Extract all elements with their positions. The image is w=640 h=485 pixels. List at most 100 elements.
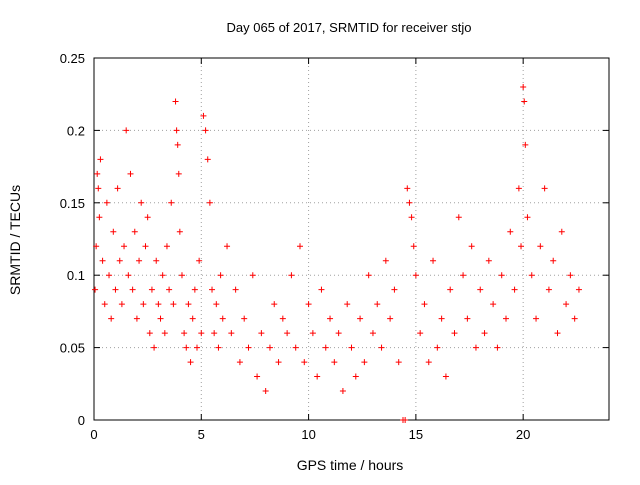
data-point — [155, 301, 162, 308]
data-point — [430, 257, 437, 264]
data-point — [404, 185, 411, 192]
data-point — [148, 286, 155, 293]
data-point — [406, 199, 413, 206]
data-point — [142, 243, 149, 250]
data-point — [172, 98, 179, 105]
data-point — [92, 286, 99, 293]
data-point — [163, 243, 170, 250]
data-point — [170, 301, 177, 308]
x-tick-label: 20 — [516, 427, 530, 442]
data-point — [133, 315, 140, 322]
x-tick-label: 5 — [198, 427, 205, 442]
data-point — [123, 127, 130, 134]
data-point — [434, 344, 441, 351]
data-point — [121, 243, 128, 250]
data-point — [507, 228, 514, 235]
data-point — [191, 286, 198, 293]
x-tick-label: 0 — [90, 427, 97, 442]
data-point — [511, 286, 518, 293]
data-point — [410, 243, 417, 250]
data-point — [490, 301, 497, 308]
data-point — [481, 330, 488, 337]
data-point — [161, 330, 168, 337]
data-point — [178, 272, 185, 279]
data-point — [528, 272, 535, 279]
y-tick-label: 0.05 — [60, 341, 85, 356]
data-point — [258, 330, 265, 337]
data-point — [168, 199, 175, 206]
data-point — [331, 359, 338, 366]
data-point — [357, 315, 364, 322]
data-point — [204, 156, 211, 163]
data-point — [236, 359, 243, 366]
data-point — [468, 243, 475, 250]
data-point — [96, 214, 103, 221]
data-point — [153, 257, 160, 264]
data-point — [518, 243, 525, 250]
data-point — [537, 243, 544, 250]
x-tick-label: 10 — [301, 427, 315, 442]
data-point — [451, 330, 458, 337]
data-point — [271, 301, 278, 308]
data-point — [211, 330, 218, 337]
data-point — [157, 315, 164, 322]
data-point — [93, 243, 100, 250]
data-point — [301, 359, 308, 366]
data-point — [275, 359, 282, 366]
data-point — [181, 330, 188, 337]
data-point — [185, 301, 192, 308]
data-point — [520, 83, 527, 90]
data-point — [361, 359, 368, 366]
data-point — [114, 185, 121, 192]
data-point — [138, 199, 145, 206]
data-point — [558, 228, 565, 235]
data-point — [224, 243, 231, 250]
data-point — [387, 315, 394, 322]
data-point — [217, 272, 224, 279]
data-point — [245, 344, 252, 351]
data-point — [494, 344, 501, 351]
data-point — [215, 344, 222, 351]
data-point — [101, 301, 108, 308]
data-point — [344, 301, 351, 308]
data-point — [327, 315, 334, 322]
data-points — [92, 83, 582, 423]
data-point — [176, 228, 183, 235]
data-point — [183, 344, 190, 351]
x-tick-label: 15 — [409, 427, 423, 442]
data-point — [146, 330, 153, 337]
data-point — [365, 272, 372, 279]
data-point — [97, 156, 104, 163]
data-point — [563, 301, 570, 308]
data-point — [402, 417, 409, 423]
data-point — [118, 301, 125, 308]
data-point — [438, 315, 445, 322]
data-point — [297, 243, 303, 250]
data-point — [550, 257, 557, 264]
data-point — [339, 388, 346, 395]
data-point — [417, 330, 424, 337]
data-point — [352, 373, 359, 380]
data-point — [460, 272, 467, 279]
grid-lines — [94, 58, 609, 420]
data-point — [477, 286, 484, 293]
data-point — [524, 214, 531, 221]
data-point — [249, 272, 256, 279]
data-point — [309, 330, 316, 337]
y-tick-label: 0 — [78, 413, 85, 428]
data-point — [541, 185, 548, 192]
data-point — [314, 373, 321, 380]
data-point — [335, 330, 342, 337]
data-point — [472, 344, 479, 351]
data-point — [305, 301, 312, 308]
data-point — [206, 199, 213, 206]
data-point — [348, 344, 355, 351]
data-point — [284, 330, 291, 337]
y-axis-label: SRMTID / TECUs — [7, 185, 23, 295]
data-point — [95, 185, 102, 192]
data-point — [131, 228, 138, 235]
data-point — [442, 373, 449, 380]
data-point — [522, 141, 529, 148]
data-point — [125, 272, 132, 279]
